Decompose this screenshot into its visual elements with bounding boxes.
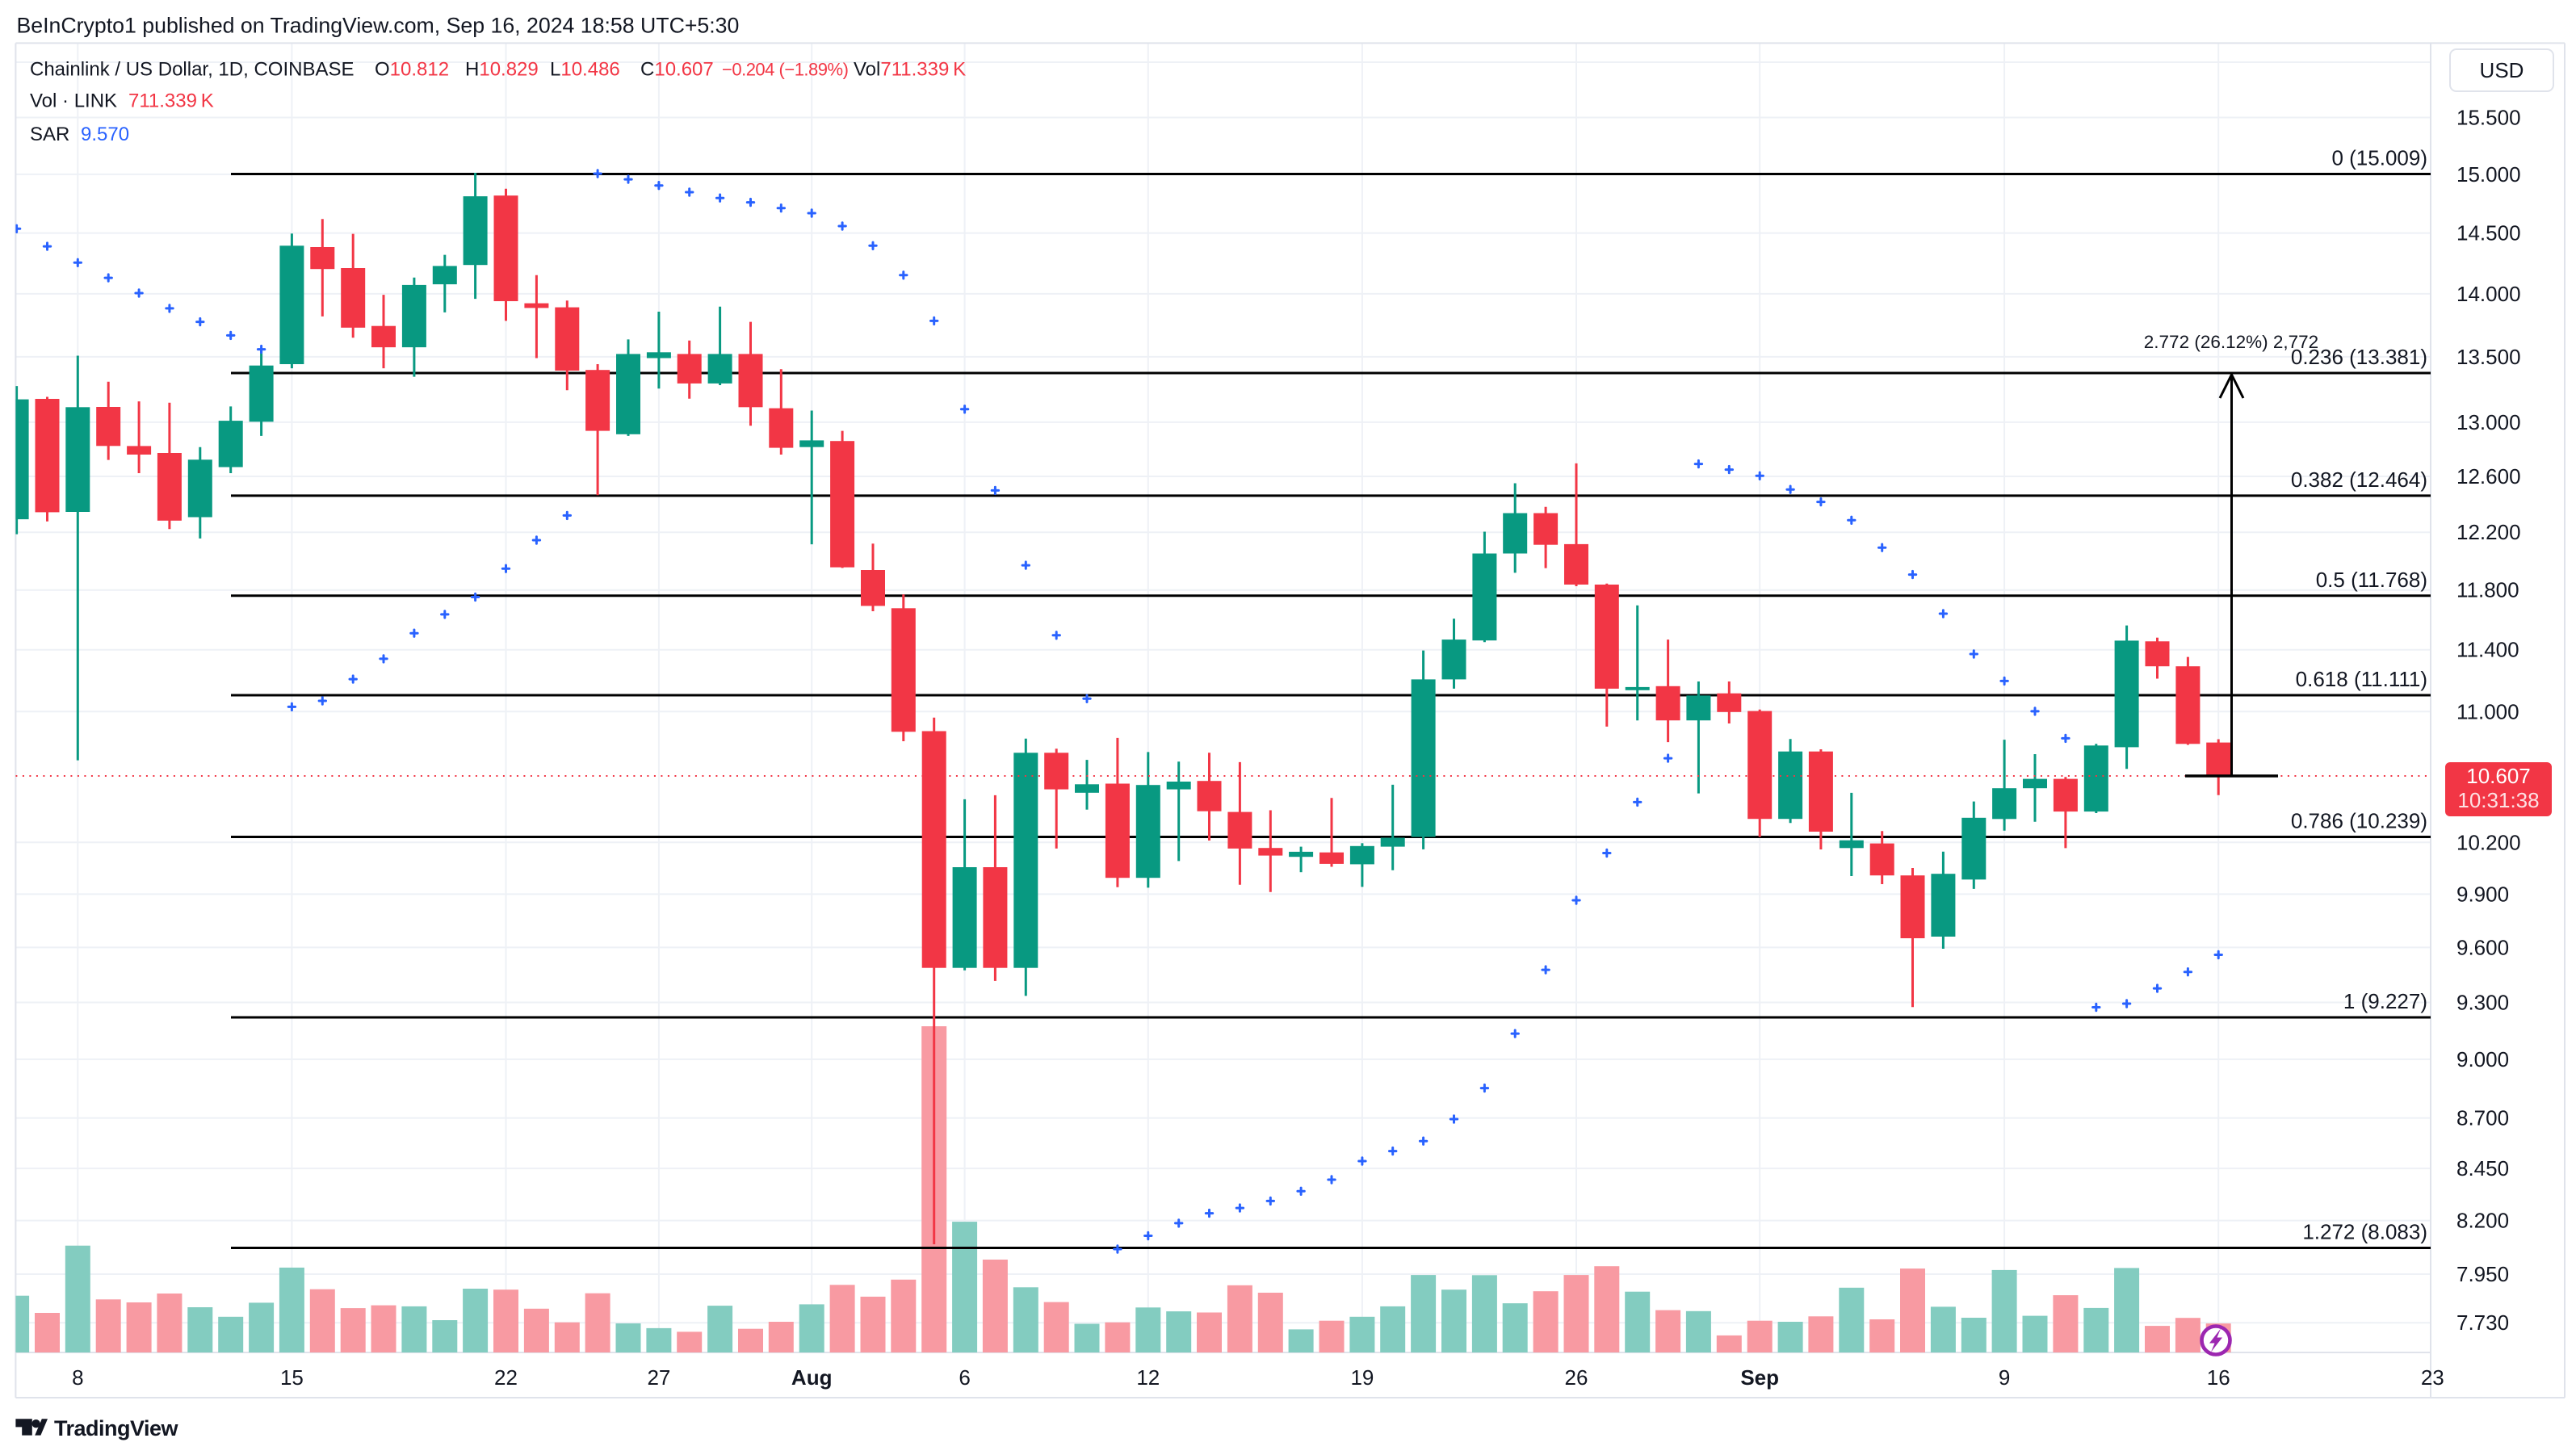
svg-text:1 (9.227): 1 (9.227) — [2343, 989, 2427, 1013]
svg-text:15.500: 15.500 — [2456, 106, 2521, 130]
svg-text:9.900: 9.900 — [2456, 882, 2509, 906]
svg-text:BeInCrypto1 published on Tradi: BeInCrypto1 published on TradingView.com… — [17, 14, 740, 38]
svg-text:Vol711.339 K: Vol711.339 K — [854, 59, 966, 81]
svg-text:15: 15 — [280, 1365, 304, 1390]
svg-text:Vol · LINK: Vol · LINK — [30, 90, 117, 112]
svg-text:9.600: 9.600 — [2456, 935, 2509, 959]
svg-text:9.300: 9.300 — [2456, 991, 2509, 1015]
svg-text:0 (15.009): 0 (15.009) — [2331, 146, 2427, 170]
svg-text:H10.829: H10.829 — [465, 59, 539, 81]
svg-text:1.272 (8.083): 1.272 (8.083) — [2302, 1220, 2427, 1244]
svg-text:0.5 (11.768): 0.5 (11.768) — [2316, 568, 2427, 592]
svg-text:L10.486: L10.486 — [550, 59, 620, 81]
svg-text:27: 27 — [647, 1365, 670, 1390]
svg-text:0.618 (11.111): 0.618 (11.111) — [2296, 667, 2427, 691]
svg-text:O10.812: O10.812 — [375, 59, 449, 81]
svg-text:Sep: Sep — [1740, 1365, 1779, 1390]
svg-text:19: 19 — [1350, 1365, 1374, 1390]
svg-text:8.200: 8.200 — [2456, 1209, 2509, 1233]
svg-text:Aug: Aug — [791, 1365, 833, 1390]
svg-text:0.382 (12.464): 0.382 (12.464) — [2291, 468, 2427, 492]
svg-text:6: 6 — [959, 1365, 970, 1390]
svg-text:12.600: 12.600 — [2456, 464, 2521, 488]
svg-text:711.339 K: 711.339 K — [128, 90, 214, 112]
svg-text:13.500: 13.500 — [2456, 345, 2521, 369]
svg-text:10.607: 10.607 — [2466, 764, 2531, 788]
svg-text:11.400: 11.400 — [2456, 638, 2519, 662]
svg-text:TradingView: TradingView — [54, 1416, 179, 1440]
svg-text:USD: USD — [2480, 58, 2524, 82]
svg-text:14.000: 14.000 — [2456, 282, 2521, 306]
svg-text:14.500: 14.500 — [2456, 221, 2521, 245]
svg-text:SAR: SAR — [30, 124, 69, 145]
svg-text:8.450: 8.450 — [2456, 1156, 2509, 1180]
svg-text:7.730: 7.730 — [2456, 1310, 2509, 1335]
svg-text:15.000: 15.000 — [2456, 162, 2521, 187]
svg-text:Chainlink / US Dollar, 1D, COI: Chainlink / US Dollar, 1D, COINBASE — [30, 59, 354, 81]
svg-text:9.570: 9.570 — [81, 124, 129, 145]
svg-text:7.950: 7.950 — [2456, 1262, 2509, 1286]
svg-text:12: 12 — [1136, 1365, 1160, 1390]
svg-text:−0.204 (−1.89%): −0.204 (−1.89%) — [722, 60, 848, 80]
svg-text:11.000: 11.000 — [2456, 699, 2519, 723]
svg-text:8: 8 — [72, 1365, 83, 1390]
svg-text:8.700: 8.700 — [2456, 1106, 2509, 1130]
svg-text:11.800: 11.800 — [2456, 578, 2519, 602]
svg-text:10:31:38: 10:31:38 — [2457, 788, 2539, 812]
svg-text:9.000: 9.000 — [2456, 1047, 2509, 1071]
svg-text:26: 26 — [1565, 1365, 1588, 1390]
svg-text:10.200: 10.200 — [2456, 830, 2521, 854]
svg-text:12.200: 12.200 — [2456, 520, 2521, 544]
svg-text:13.000: 13.000 — [2456, 410, 2521, 434]
svg-text:2.772 (26.12%) 2,772: 2.772 (26.12%) 2,772 — [2144, 332, 2318, 352]
svg-text:C10.607: C10.607 — [640, 59, 714, 81]
svg-text:9: 9 — [1999, 1365, 2010, 1390]
svg-text:22: 22 — [494, 1365, 518, 1390]
svg-text:0.236 (13.381): 0.236 (13.381) — [2291, 345, 2427, 369]
svg-text:16: 16 — [2207, 1365, 2230, 1390]
svg-text:0.786 (10.239): 0.786 (10.239) — [2291, 809, 2427, 833]
svg-text:23: 23 — [2421, 1365, 2444, 1390]
